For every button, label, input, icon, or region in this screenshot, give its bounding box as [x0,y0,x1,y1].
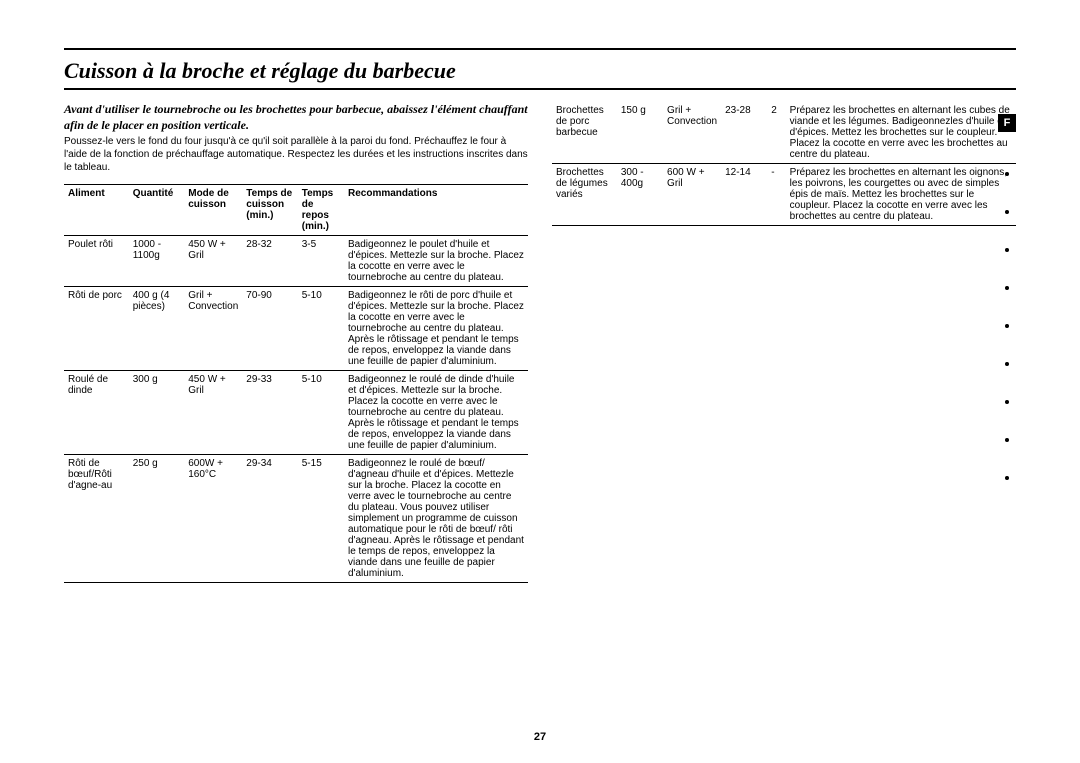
col-quantite: Quantité [129,185,185,236]
cell-repos: 5-15 [298,455,344,583]
cell-aliment: Roulé de dinde [64,371,129,455]
col-mode: Mode de cuisson [184,185,242,236]
page-title: Cuisson à la broche et réglage du barbec… [64,58,1016,88]
cell-cuisson: 29-33 [242,371,297,455]
cell-repos: 2 [767,102,785,164]
tab-dot-icon [1005,172,1009,176]
cell-repos: 3-5 [298,236,344,287]
cell-cuisson: 70-90 [242,287,297,371]
tab-dot-icon [1005,210,1009,214]
cell-cuisson: 12-14 [721,164,767,226]
cell-mode: 600 W + Gril [663,164,721,226]
cell-mode: 600W + 160°C [184,455,242,583]
cell-quantite: 250 g [129,455,185,583]
cell-aliment: Rôti de bœuf/Rôti d'agne-au [64,455,129,583]
cell-rec: Préparez les brochettes en alternant les… [786,102,1016,164]
cell-repos: 5-10 [298,371,344,455]
table-row: Roulé de dinde 300 g 450 W + Gril 29-33 … [64,371,528,455]
cell-quantite: 150 g [617,102,663,164]
cell-mode: Gril + Convection [184,287,242,371]
intro-plain: Poussez-le vers le fond du four jusqu'à … [64,135,528,174]
cell-repos: - [767,164,785,226]
table-row: Brochettes de légumes variés 300 - 400g … [552,164,1016,226]
col-aliment: Aliment [64,185,129,236]
cell-quantite: 1000 - 1100g [129,236,185,287]
cell-mode: 450 W + Gril [184,236,242,287]
col-recommandations: Recommandations [344,185,528,236]
cell-mode: Gril + Convection [663,102,721,164]
top-rule [64,48,1016,50]
title-rule [64,88,1016,90]
cell-aliment: Rôti de porc [64,287,129,371]
cell-rec: Badigeonnez le roulé de bœuf/ d'agneau d… [344,455,528,583]
table-header-row: Aliment Quantité Mode de cuisson Temps d… [64,185,528,236]
cell-mode: 450 W + Gril [184,371,242,455]
tab-dot-icon [1005,324,1009,328]
cooking-table-left: Aliment Quantité Mode de cuisson Temps d… [64,184,528,583]
tab-dot-icon [1005,362,1009,366]
cell-repos: 5-10 [298,287,344,371]
cell-aliment: Poulet rôti [64,236,129,287]
cell-rec: Préparez les brochettes en alternant les… [786,164,1016,226]
tab-dot-icon [1005,476,1009,480]
intro-bold: Avant d'utiliser le tournebroche ou les … [64,102,528,133]
tab-dot-icon [1005,438,1009,442]
table-row: Brochettes de porc barbecue 150 g Gril +… [552,102,1016,164]
cell-cuisson: 23-28 [721,102,767,164]
cell-quantite: 400 g (4 pièces) [129,287,185,371]
tab-dot-icon [1005,248,1009,252]
language-tab-stack [998,138,1016,480]
cell-aliment: Brochettes de porc barbecue [552,102,617,164]
tab-dot-icon [1005,400,1009,404]
content-columns: Avant d'utiliser le tournebroche ou les … [64,102,1016,583]
table-row: Rôti de bœuf/Rôti d'agne-au 250 g 600W +… [64,455,528,583]
cell-rec: Badigeonnez le roulé de dinde d'huile et… [344,371,528,455]
tab-dot-icon [1005,286,1009,290]
left-column: Avant d'utiliser le tournebroche ou les … [64,102,528,583]
cooking-table-right: Brochettes de porc barbecue 150 g Gril +… [552,102,1016,226]
cell-rec: Badigeonnez le rôti de porc d'huile et d… [344,287,528,371]
page-number: 27 [534,731,546,743]
table-row: Rôti de porc 400 g (4 pièces) Gril + Con… [64,287,528,371]
cell-quantite: 300 g [129,371,185,455]
col-temps-cuisson: Temps de cuisson (min.) [242,185,297,236]
cell-aliment: Brochettes de légumes variés [552,164,617,226]
cell-cuisson: 28-32 [242,236,297,287]
col-temps-repos: Temps de repos (min.) [298,185,344,236]
cell-quantite: 300 - 400g [617,164,663,226]
cell-rec: Badigeonnez le poulet d'huile et d'épice… [344,236,528,287]
cell-cuisson: 29-34 [242,455,297,583]
table-row: Poulet rôti 1000 - 1100g 450 W + Gril 28… [64,236,528,287]
language-tab: F [998,114,1016,132]
right-column: Brochettes de porc barbecue 150 g Gril +… [552,102,1016,583]
